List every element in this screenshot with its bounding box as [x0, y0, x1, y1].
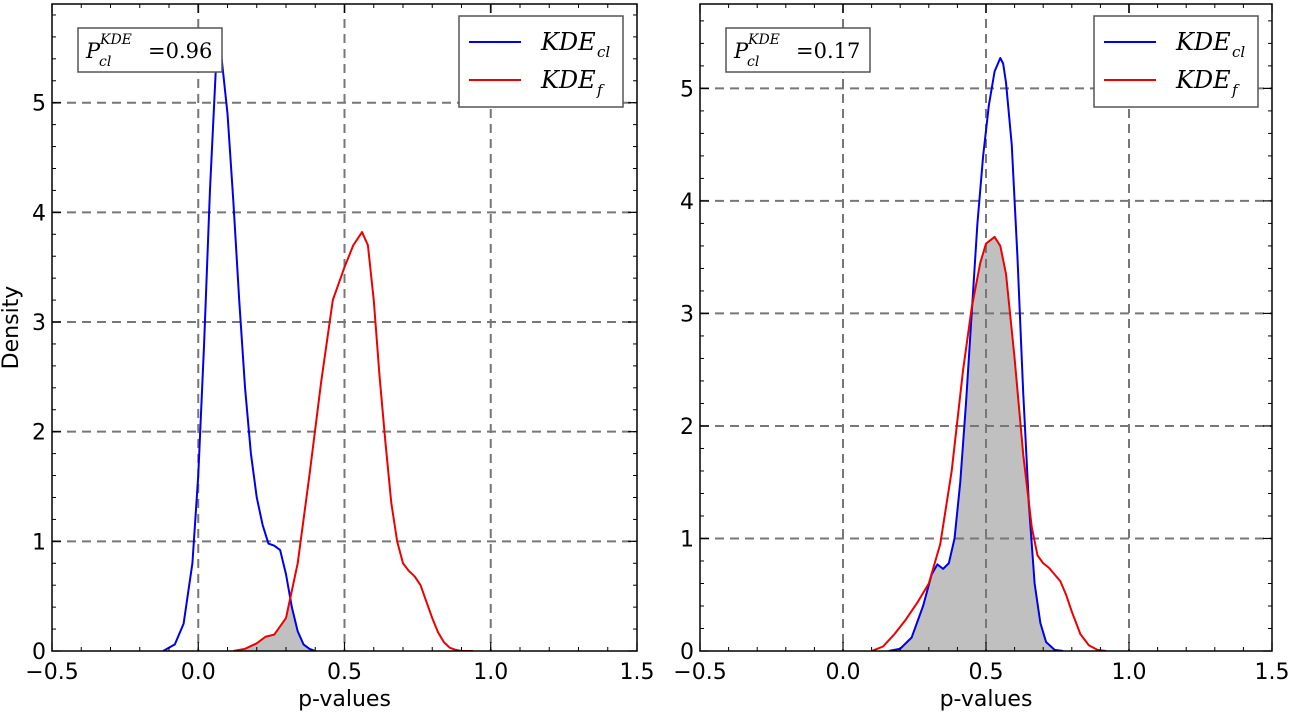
y-tick-label: 3	[680, 302, 694, 327]
series-line-kde-f	[233, 231, 474, 651]
legend-sub-kde-cl: cl	[1232, 43, 1245, 61]
legend-label-kde-cl: KDE	[540, 28, 596, 56]
annotation-value: =0.17	[796, 39, 860, 63]
y-tick-label: 3	[32, 311, 46, 336]
legend-sub-kde-f: f	[596, 81, 605, 99]
x-tick-label: 1.5	[620, 660, 655, 685]
annotation-box	[725, 27, 871, 73]
annotation-symbol: P	[733, 39, 749, 63]
x-tick-label: 1.0	[1112, 660, 1147, 685]
y-tick-label: 4	[680, 190, 694, 215]
annotation-box	[77, 27, 223, 73]
y-tick-label: 0	[680, 640, 694, 665]
annotation-symbol: P	[85, 39, 101, 63]
y-tick-label: 0	[32, 640, 46, 665]
annotation-superscript: KDE	[99, 32, 132, 48]
annotation-subscript: cl	[747, 54, 759, 70]
x-tick-label: 0.5	[969, 660, 1004, 685]
y-tick-label: 2	[32, 421, 46, 446]
overlap-area	[888, 237, 1064, 651]
x-tick-label: 0.5	[327, 660, 362, 685]
series-line-kde-cl	[888, 57, 1064, 651]
y-axis-title: Density	[0, 286, 24, 370]
legend-sub-kde-cl: cl	[597, 43, 610, 61]
x-tick-label: −0.5	[673, 660, 726, 685]
series-line-kde-cl	[162, 46, 316, 651]
x-tick-label: 0.0	[826, 660, 861, 685]
y-tick-label: 2	[680, 415, 694, 440]
series-line-kde-f	[871, 235, 1107, 651]
y-tick-label: 1	[680, 527, 694, 552]
overlap-area	[233, 598, 316, 651]
annotation-superscript: KDE	[747, 32, 780, 48]
legend-box	[1093, 15, 1259, 108]
y-tick-label: 5	[680, 77, 694, 102]
legend-label-kde-cl: KDE	[1175, 28, 1231, 56]
y-tick-label: 5	[32, 92, 46, 117]
legend-label-kde-f: KDE	[1175, 66, 1231, 94]
x-tick-label: 1.0	[473, 660, 508, 685]
x-tick-label: 1.5	[1255, 660, 1289, 685]
annotation-subscript: cl	[99, 54, 111, 70]
x-tick-label: 0.0	[181, 660, 216, 685]
x-axis-title: p-values	[940, 687, 1033, 712]
legend-label-kde-f: KDE	[540, 66, 596, 94]
x-tick-label: −0.5	[25, 660, 78, 685]
x-axis-title: p-values	[298, 687, 391, 712]
annotation-value: =0.96	[148, 39, 212, 63]
legend-sub-kde-f: f	[1231, 81, 1240, 99]
y-tick-label: 1	[32, 530, 46, 555]
legend-box	[458, 15, 624, 108]
y-tick-label: 4	[32, 201, 46, 226]
